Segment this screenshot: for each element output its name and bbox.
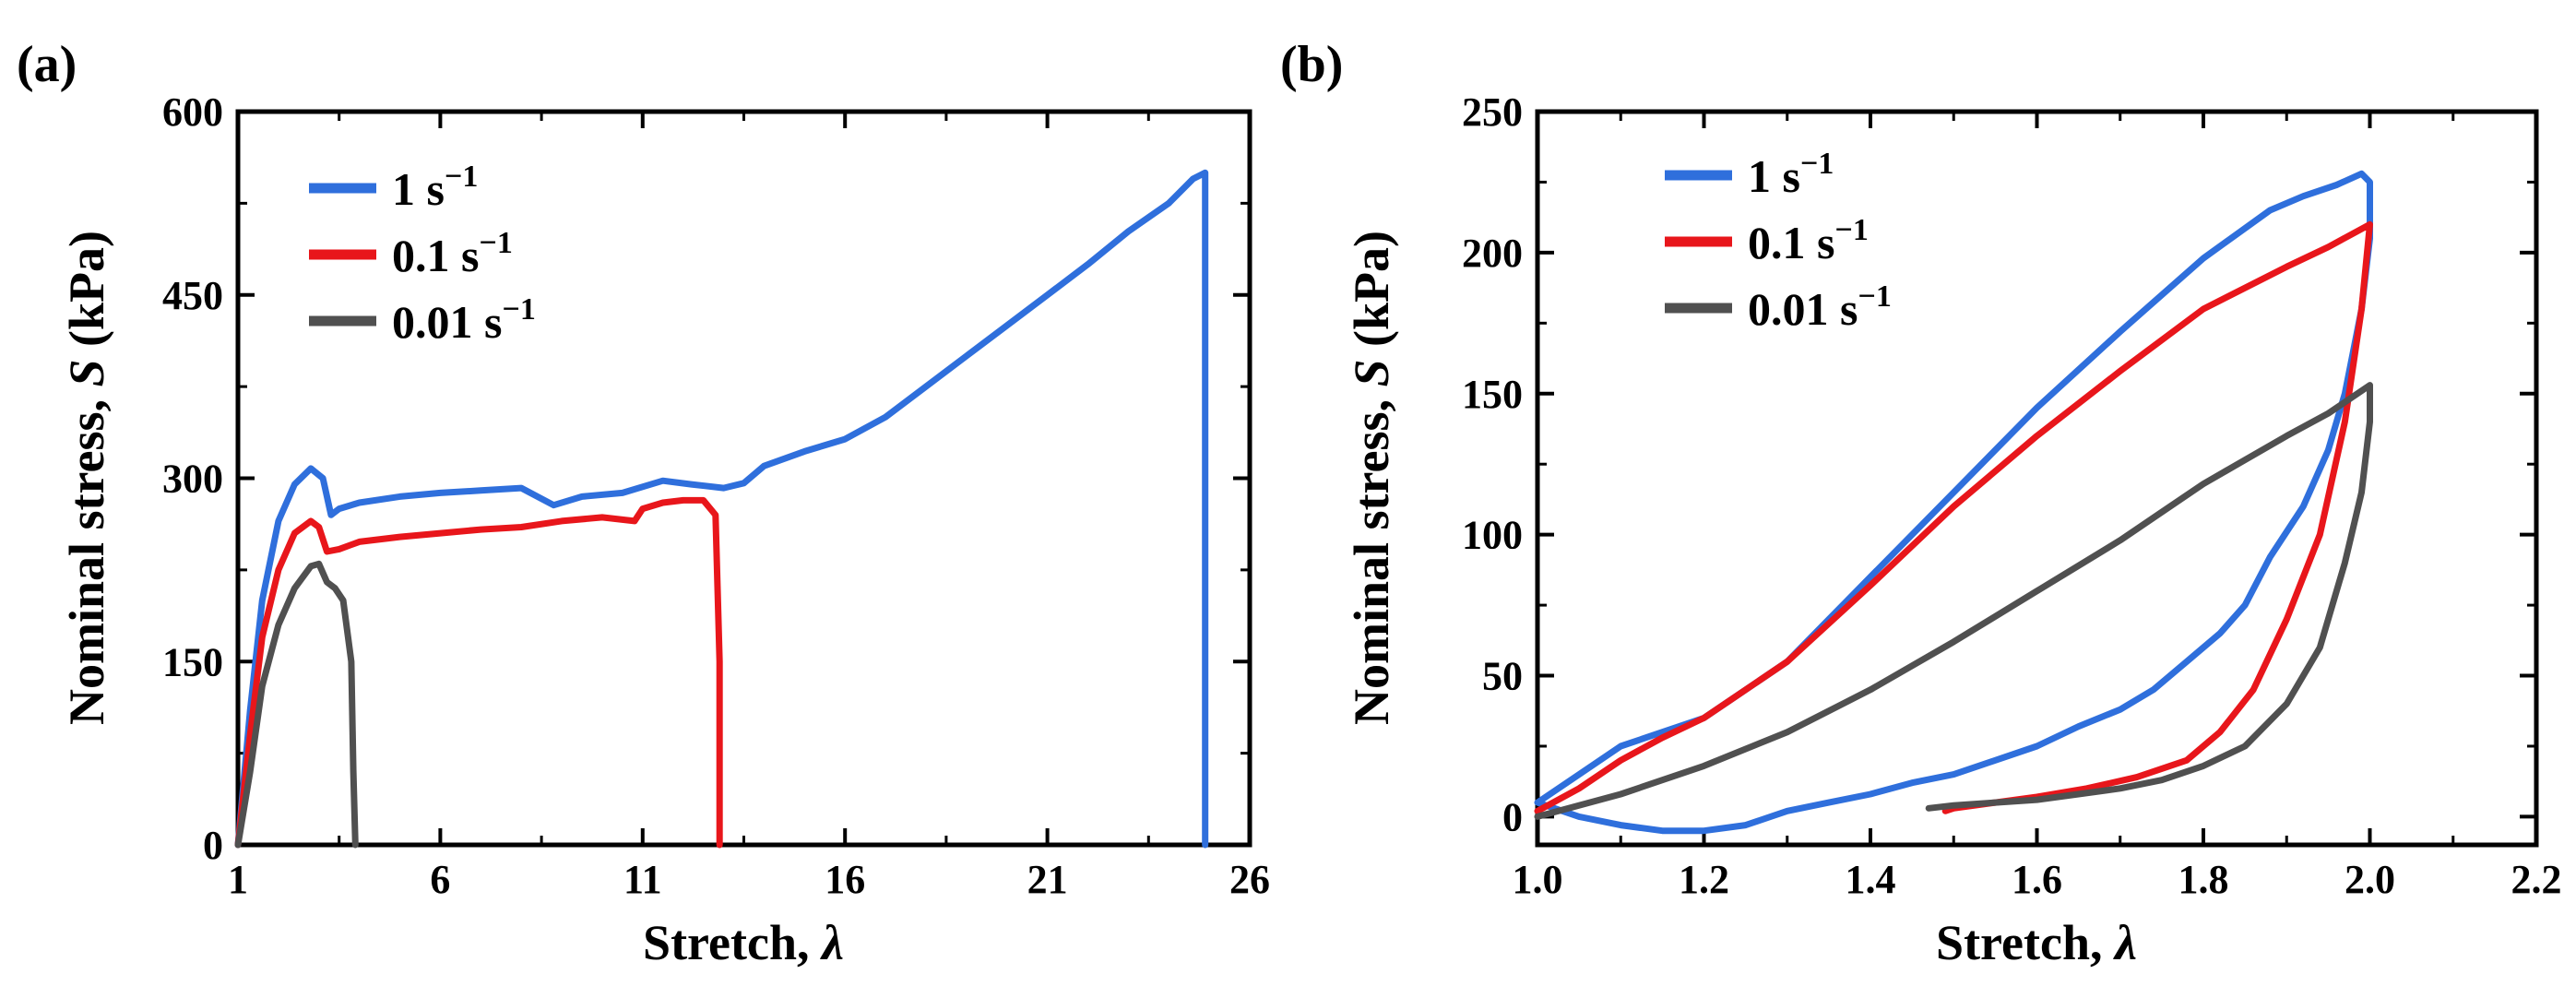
panel-a-xtick-label: 26	[1229, 857, 1270, 902]
panel-b-ytick-label: 100	[1462, 513, 1523, 558]
panel-b-legend-label-0.1-s: 0.1 s−1	[1748, 213, 1869, 268]
panel-b-legend: 1 s−1 0.1 s−1 0.01 s−1	[1665, 147, 1892, 335]
panel-b-xtick-label: 1.2	[1679, 857, 1729, 902]
panel-a-legend-label-0.1-s: 0.1 s−1	[392, 226, 513, 281]
panel-a-plot-frame	[235, 109, 1252, 848]
panel-a-xtick-label: 21	[1027, 857, 1068, 902]
series-line-1-s	[234, 169, 1209, 849]
panel-b-ytick-label: 50	[1482, 654, 1523, 699]
panel-a-ticks	[236, 110, 1252, 847]
panel-a-xtick-label: 11	[623, 857, 662, 902]
panel-a-ytick-label: 150	[162, 639, 223, 684]
panel-a-ytick-label: 0	[203, 823, 223, 868]
panel-b-ytick-label: 200	[1462, 231, 1523, 276]
panel-a-legend-label-0.01-s: 0.01 s−1	[392, 292, 536, 348]
panel-b-legend-label-1-s: 1 s−1	[1748, 147, 1834, 202]
panel-a: (a) 1 6 11 16 21 26 0 150 300 450 600 St…	[17, 36, 1270, 970]
panel-b-label: (b)	[1280, 36, 1343, 93]
panel-b-ytick-label: 150	[1462, 372, 1523, 417]
panel-a-ytick-label: 600	[162, 89, 223, 135]
panel-a-x-axis-label: Stretch, λ	[643, 915, 844, 970]
panel-b-y-axis-label: Nominal stress, S (kPa)	[1344, 231, 1399, 725]
panel-b-xtick-label: 2.2	[2511, 857, 2562, 902]
panel-a-legend: 1 s−1 0.1 s−1 0.01 s−1	[309, 160, 536, 348]
panel-b-xtick-label: 1.4	[1846, 857, 1896, 902]
panel-a-xtick-label: 6	[430, 857, 450, 902]
panel-b-xtick-label: 1.8	[2178, 857, 2229, 902]
panel-b-legend-label-0.01-s: 0.01 s−1	[1748, 279, 1892, 335]
panel-a-ytick-label: 300	[162, 457, 223, 502]
panel-b-ytick-label: 0	[1502, 794, 1523, 839]
panel-b-series	[1534, 170, 2373, 835]
panel-b-ytick-label: 250	[1462, 89, 1523, 135]
series-line-1-s	[1534, 170, 2373, 835]
panel-b-plot-frame	[1535, 109, 2539, 848]
panel-a-legend-label-1-s: 1 s−1	[392, 160, 478, 215]
panel-a-xtick-label: 1	[228, 857, 248, 902]
panel-a-label: (a)	[17, 36, 77, 93]
panel-a-y-axis-label: Nominal stress, S (kPa)	[59, 231, 114, 725]
panel-b-x-axis-label: Stretch, λ	[1936, 915, 2137, 970]
panel-b-xtick-label: 2.0	[2345, 857, 2395, 902]
panel-a-series	[234, 169, 1209, 849]
series-line-0.1-s	[1534, 220, 2373, 814]
series-line-0.01-s	[234, 560, 359, 849]
panel-b-ticks	[1536, 110, 2538, 845]
panel-a-ytick-label: 450	[162, 273, 223, 318]
series-line-0.1-s	[234, 496, 723, 849]
panel-b-xtick-label: 1.0	[1513, 857, 1563, 902]
panel-a-xtick-label: 16	[825, 857, 865, 902]
panel-b: (b) 1.0 1.2 1.4 1.6 1.8 2.0 2.2 0 50 100…	[1280, 36, 2562, 970]
series-line-0.01-s	[1534, 382, 2373, 820]
panel-b-xtick-label: 1.6	[2012, 857, 2062, 902]
